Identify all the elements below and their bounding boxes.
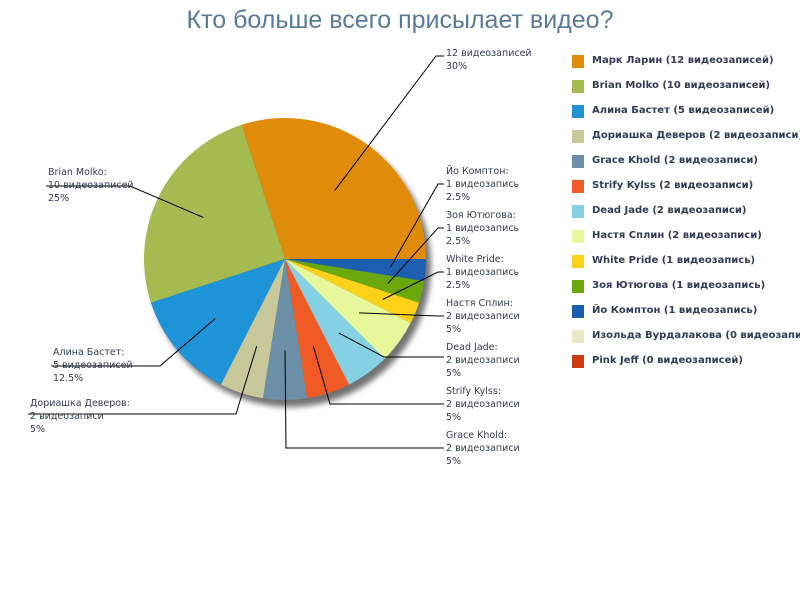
legend-swatch	[572, 330, 584, 343]
legend-swatch	[572, 80, 584, 93]
callout-line-1	[334, 55, 444, 191]
legend-label: Grace Khold (2 видеозаписи)	[592, 155, 758, 166]
legend-swatch	[572, 230, 584, 243]
callout-label-9-line-1: White Pride:	[446, 254, 504, 265]
callout-label-2-line-1: Brian Molko:	[48, 167, 107, 178]
callout-label-4-line-1: Дориашка Деверов:	[30, 398, 130, 409]
legend-label: Марк Ларин (12 видеозаписей)	[592, 55, 774, 66]
callout-label-1-line-2: 30%	[446, 61, 467, 72]
legend-label: Pink Jeff (0 видеозаписей)	[592, 355, 743, 366]
callout-line-9	[382, 271, 444, 300]
pie-slice-10	[285, 259, 425, 303]
legend-swatch	[572, 155, 584, 168]
legend-item-10: Зоя Ютюгова (1 видеозапись)	[572, 277, 800, 302]
legend-label: Алина Бастет (5 видеозаписей)	[592, 105, 775, 116]
callout-label-10-line-3: 2.5%	[446, 236, 470, 247]
callout-line-10	[387, 227, 444, 285]
legend-label: White Pride (1 видеозапись)	[592, 255, 756, 266]
pie-slice-3	[150, 259, 285, 385]
callout-label-4-line-2: 2 видеозаписи	[30, 411, 104, 422]
legend-item-13: Pink Jeff (0 видеозаписей)	[572, 352, 800, 377]
legend-item-12: Изольда Вурдалакова (0 видеозаписей)	[572, 327, 800, 352]
legend-swatch	[572, 130, 584, 143]
callout-label-3-line-1: Алина Бастет:	[53, 347, 124, 358]
callout-label-4-line-3: 5%	[30, 424, 45, 435]
callout-line-4	[28, 346, 258, 415]
callout-label-10-line-1: Зоя Ютюгова:	[446, 210, 516, 221]
pie-slice-8	[285, 259, 411, 359]
callout-label-10-line-2: 1 видеозапись	[446, 223, 520, 234]
legend-item-5: Grace Khold (2 видеозаписи)	[572, 152, 800, 177]
callout-line-6	[312, 346, 444, 405]
callout-line-5	[284, 350, 444, 449]
callout-label-3-line-3: 12.5%	[53, 373, 83, 384]
callout-label-7-line-1: Dead Jade:	[446, 342, 498, 353]
pie-slice-7	[285, 259, 385, 385]
chart-legend: Марк Ларин (12 видеозаписей) Brian Molko …	[572, 52, 800, 377]
legend-item-3: Алина Бастет (5 видеозаписей)	[572, 102, 800, 127]
pie-slice-6	[285, 259, 350, 399]
legend-item-1: Марк Ларин (12 видеозаписей)	[572, 52, 800, 77]
legend-label: Зоя Ютюгова (1 видеозапись)	[592, 280, 766, 291]
callout-label-8-line-3: 5%	[446, 324, 461, 335]
callout-label-5-line-1: Grace Khold:	[446, 430, 507, 441]
legend-label: Dead Jade (2 видеозаписи)	[592, 205, 747, 216]
legend-swatch	[572, 105, 584, 118]
legend-label: Настя Сплин (2 видеозаписи)	[592, 230, 762, 241]
pie-slice-4	[220, 259, 285, 399]
callout-label-2-line-3: 25%	[48, 193, 69, 204]
legend-label: Brian Molko (10 видеозаписей)	[592, 80, 771, 91]
callout-label-3-line-2: 5 видеозаписей	[53, 360, 133, 371]
legend-label: Strify Kylss (2 видеозаписи)	[592, 180, 754, 191]
callout-label-8-line-1: Настя Сплин:	[446, 298, 513, 309]
callout-label-5-line-3: 5%	[446, 456, 461, 467]
callout-label-7-line-3: 5%	[446, 368, 461, 379]
callout-label-9-line-3: 2.5%	[446, 280, 470, 291]
legend-swatch	[572, 205, 584, 218]
callout-line-3	[51, 318, 216, 367]
legend-item-4: Дориашка Деверов (2 видеозаписи)	[572, 127, 800, 152]
callout-label-6-line-3: 5%	[446, 412, 461, 423]
callout-label-11-line-3: 2.5%	[446, 192, 470, 203]
callout-label-1-line-1: 12 видеозаписей	[446, 48, 532, 59]
legend-swatch	[572, 255, 584, 268]
pie-slice-11	[285, 259, 426, 282]
callout-label-9-line-2: 1 видеозапись	[446, 267, 520, 278]
legend-swatch	[572, 55, 584, 68]
callout-label-5-line-2: 2 видеозаписи	[446, 443, 520, 454]
legend-item-6: Strify Kylss (2 видеозаписи)	[572, 177, 800, 202]
pie-slice-5	[262, 259, 308, 400]
pie-slice-2	[143, 124, 285, 303]
callout-line-7	[338, 332, 444, 358]
callout-line-8	[359, 312, 444, 317]
callout-label-2-line-2: 10 видеозаписей	[48, 180, 134, 191]
legend-item-2: Brian Molko (10 видеозаписей)	[572, 77, 800, 102]
legend-item-11: Йо Комптон (1 видеозапись)	[572, 302, 800, 327]
legend-swatch	[572, 180, 584, 193]
pie-slice-9	[285, 259, 420, 324]
legend-item-9: White Pride (1 видеозапись)	[572, 252, 800, 277]
callout-label-11-line-2: 1 видеозапись	[446, 179, 520, 190]
legend-label: Изольда Вурдалакова (0 видеозаписей)	[592, 330, 800, 341]
pie-slice-1	[241, 117, 426, 259]
legend-label: Дориашка Деверов (2 видеозаписи)	[592, 130, 800, 141]
chart-title: Кто больше всего присылает видео?	[186, 6, 614, 34]
legend-swatch	[572, 305, 584, 318]
callout-label-6-line-1: Strify Kylss:	[446, 386, 501, 397]
legend-label: Йо Комптон (1 видеозапись)	[592, 305, 758, 316]
callout-label-8-line-2: 2 видеозаписи	[446, 311, 520, 322]
legend-item-7: Dead Jade (2 видеозаписи)	[572, 202, 800, 227]
callout-label-7-line-2: 2 видеозаписи	[446, 355, 520, 366]
callout-line-11	[389, 183, 444, 268]
legend-swatch	[572, 355, 584, 368]
legend-swatch	[572, 280, 584, 293]
callout-label-11-line-1: Йо Комптон:	[446, 165, 509, 177]
callout-line-2	[46, 185, 204, 218]
legend-item-8: Настя Сплин (2 видеозаписи)	[572, 227, 800, 252]
callout-label-6-line-2: 2 видеозаписи	[446, 399, 520, 410]
